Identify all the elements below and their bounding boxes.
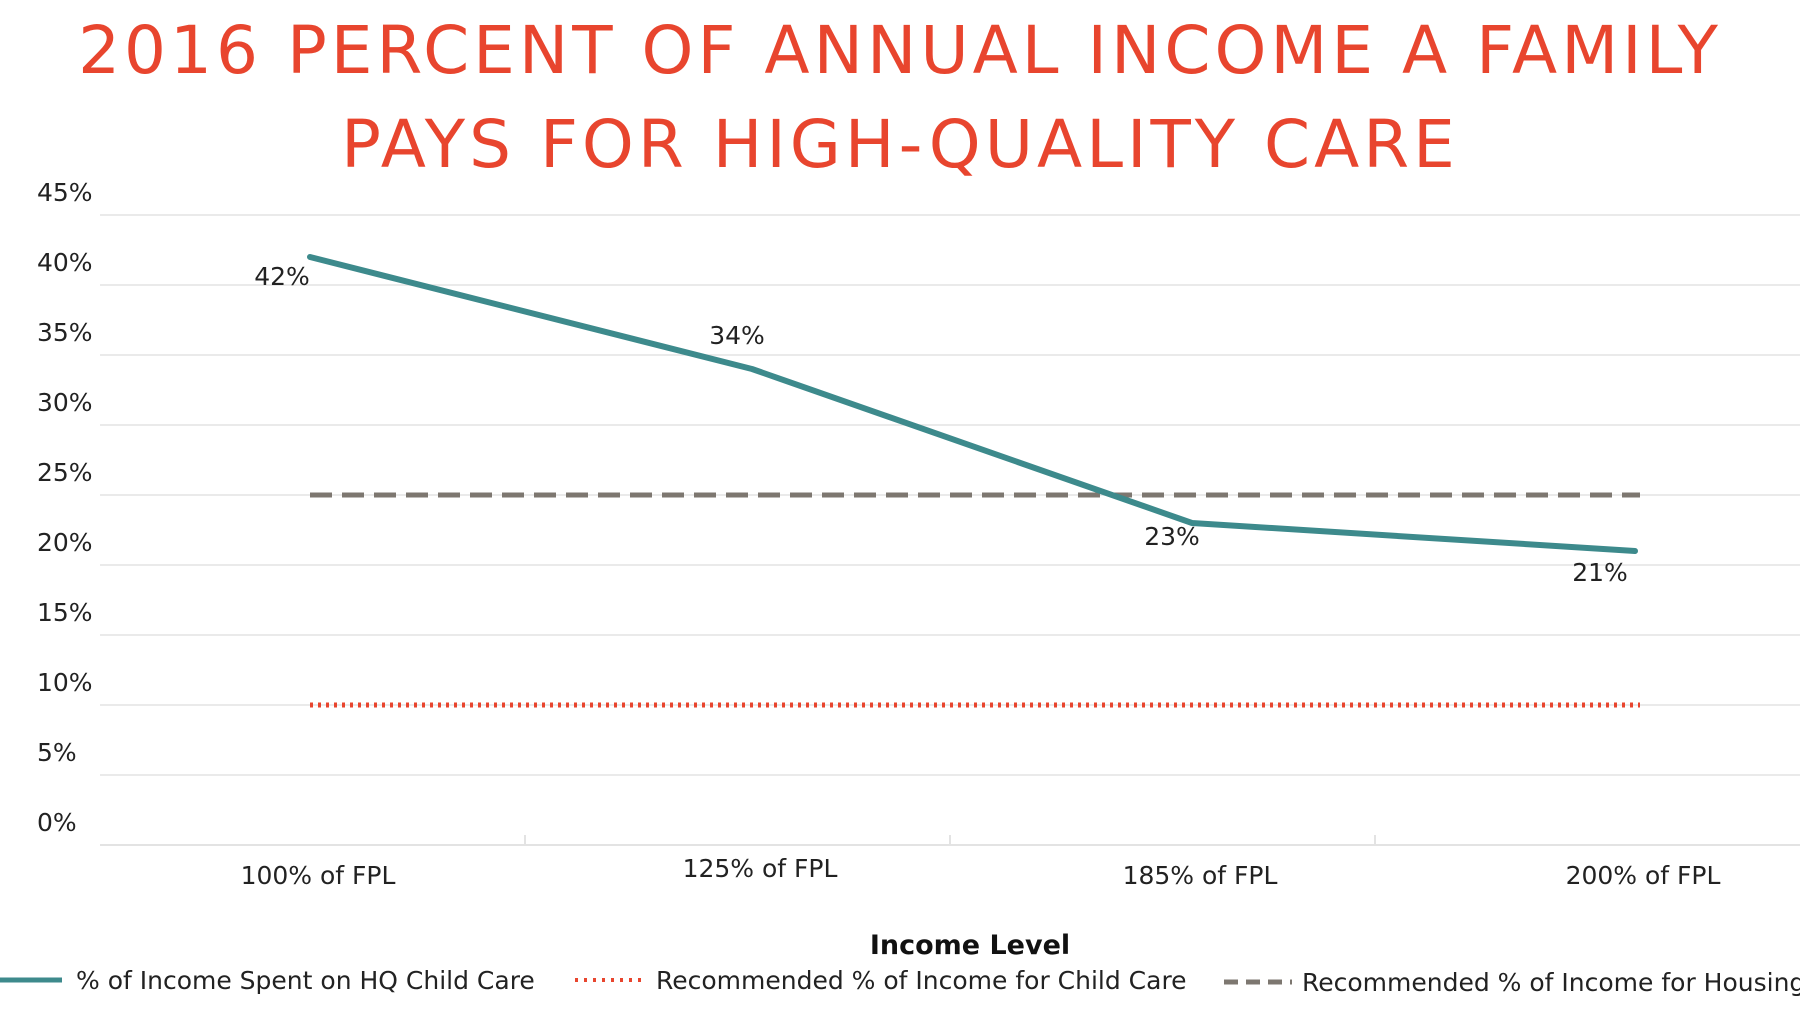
chart-title-line-2: PAYS FOR HIGH-QUALITY CARE [341,106,1459,183]
legend: % of Income Spent on HQ Child Care Recomm… [0,966,1800,997]
legend-label: Recommended % of Income for Housing [1302,968,1800,997]
y-tick-label: 15% [37,598,93,627]
legend-label: Recommended % of Income for Child Care [656,966,1187,995]
y-tick-label: 0% [37,808,77,837]
y-tick-label: 40% [37,248,93,277]
data-label: 21% [1572,558,1628,587]
legend-item-1: Recommended % of Income for Child Care [575,966,1187,995]
y-axis-tick-labels: 0% 5% 10% 15% 20% 25% 30% 35% 40% 45% [37,178,93,837]
x-tick-label: 185% of FPL [1123,861,1278,890]
x-tick-label: 100% of FPL [241,861,396,890]
y-tick-label: 5% [37,738,77,767]
y-tick-label: 45% [37,178,93,207]
chart-title: 2016 PERCENT OF ANNUAL INCOME A FAMILY P… [0,4,1800,192]
y-tick-label: 25% [37,458,93,487]
series-line-0 [307,254,1638,554]
data-labels: 42% 34% 23% 21% [254,262,1628,587]
x-axis-title: Income Level [870,930,1070,961]
x-axis-tick-labels: 100% of FPL 125% of FPL 185% of FPL 200% of… [241,854,1721,890]
gridlines [100,214,1800,846]
legend-item-2: Recommended % of Income for Housing [1224,968,1800,997]
legend-label: % of Income Spent on HQ Child Care [76,966,535,995]
legend-item-0: % of Income Spent on HQ Child Care [0,966,535,995]
chart-title-line-1: 2016 PERCENT OF ANNUAL INCOME A FAMILY [78,12,1722,89]
data-label: 42% [254,262,310,291]
x-tick-label: 200% of FPL [1566,861,1721,890]
y-tick-label: 30% [37,388,93,417]
data-label: 34% [709,321,765,350]
y-tick-label: 20% [37,528,93,557]
series-lines [307,254,1640,708]
data-label: 23% [1144,522,1200,551]
y-tick-label: 10% [37,668,93,697]
x-tick-label: 125% of FPL [683,854,838,883]
y-tick-label: 35% [37,318,93,347]
